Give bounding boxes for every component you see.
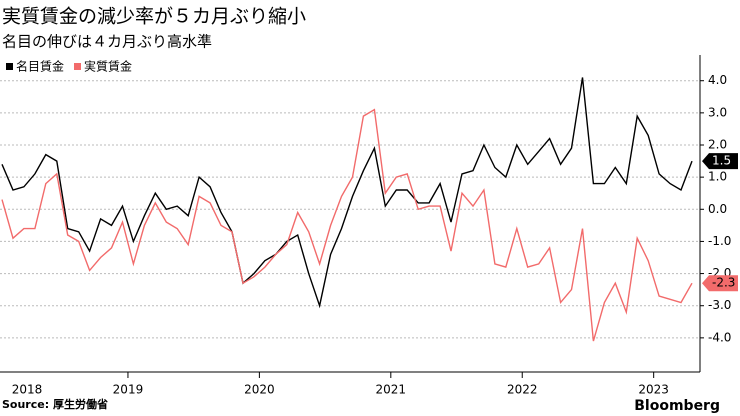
x-tick-label: 2023 — [638, 383, 669, 397]
end-label-box — [702, 275, 738, 292]
end-label: 1.5 — [712, 154, 731, 168]
source: Source: 厚生労働省 — [2, 397, 108, 411]
chart-subtitle: 名目の伸びは４カ月ぶり高水準 — [2, 33, 212, 51]
series-line — [1, 108, 693, 342]
y-tick-label: 2.0 — [708, 138, 727, 152]
legend-label: 名目賃金 — [16, 59, 64, 74]
y-tick-label: 0.0 — [708, 202, 727, 216]
brand: Bloomberg — [634, 398, 720, 414]
y-tick-label: -1.0 — [708, 234, 731, 248]
y-tick-label: 4.0 — [708, 73, 727, 87]
x-tick-label: 2021 — [376, 383, 407, 397]
legend-swatch — [74, 63, 81, 70]
end-label: -2.3 — [712, 276, 735, 290]
x-tick-label: 2018 — [12, 383, 43, 397]
legend: 名目賃金 実質賃金 — [6, 59, 132, 74]
y-tick-label: -4.0 — [708, 330, 731, 344]
x-tick-label: 2020 — [244, 383, 275, 397]
legend-label: 実質賃金 — [84, 59, 132, 74]
x-tick-label: 2022 — [507, 383, 538, 397]
series-line — [1, 77, 693, 309]
legend-swatch — [6, 63, 13, 70]
y-tick-label: 1.0 — [708, 170, 727, 184]
y-tick-label: -3.0 — [708, 298, 731, 312]
x-tick-label: 2019 — [113, 383, 144, 397]
y-tick-label: 3.0 — [708, 105, 727, 119]
chart-title: 実質賃金の減少率が５カ月ぶり縮小 — [2, 6, 306, 28]
end-label-box — [702, 153, 738, 170]
